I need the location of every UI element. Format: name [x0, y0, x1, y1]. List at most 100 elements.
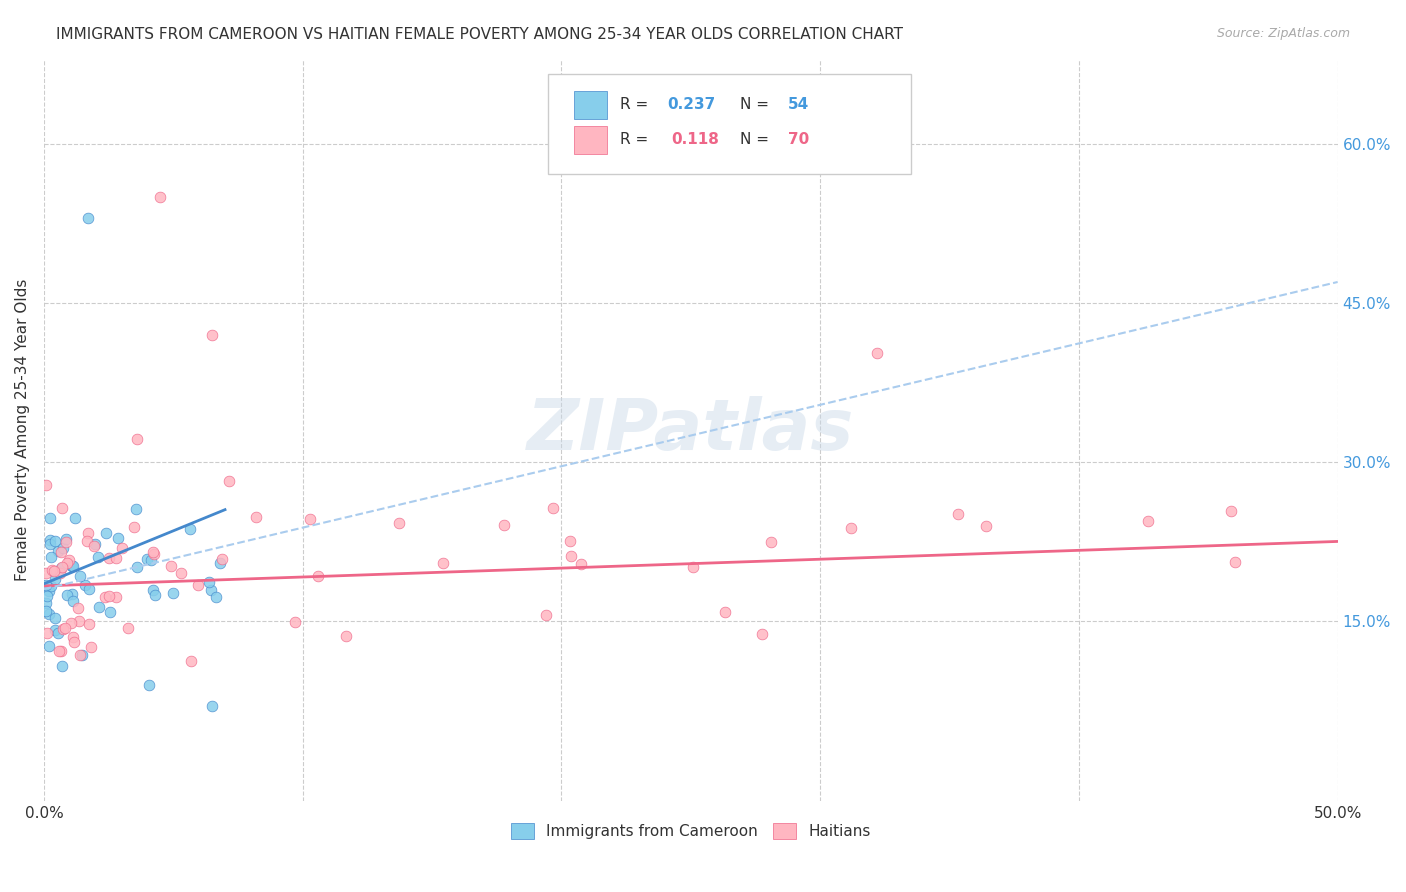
Point: [162, 585, 184, 599]
FancyBboxPatch shape: [548, 74, 911, 175]
Point: [51, 501, 73, 516]
Point: [60, 558, 83, 573]
Point: [56, 556, 79, 570]
Point: [170, 566, 193, 580]
Point: [105, 551, 128, 566]
Point: [432, 556, 454, 570]
Point: [77, 617, 100, 632]
Point: [48, 544, 70, 558]
Point: [35, 589, 58, 603]
Point: [751, 627, 773, 641]
Point: [125, 501, 148, 516]
Point: [299, 512, 322, 526]
Point: [143, 589, 166, 603]
Point: [62, 559, 84, 574]
Point: [49, 644, 72, 658]
Point: [41, 563, 63, 577]
Point: [200, 582, 222, 597]
Point: [70, 648, 93, 662]
Point: [1220, 503, 1243, 517]
Point: [51, 560, 73, 574]
Point: [39, 579, 62, 593]
Text: IMMIGRANTS FROM CAMEROON VS HAITIAN FEMALE POVERTY AMONG 25-34 YEAR OLDS CORRELA: IMMIGRANTS FROM CAMEROON VS HAITIAN FEMA…: [56, 27, 903, 42]
Point: [44, 611, 66, 625]
Point: [209, 556, 232, 570]
Point: [197, 574, 219, 589]
Point: [35, 578, 58, 592]
Point: [51, 561, 73, 575]
Point: [142, 545, 165, 559]
Point: [55, 532, 77, 546]
Point: [77, 526, 100, 541]
Point: [122, 520, 145, 534]
Point: [60, 587, 83, 601]
Point: [201, 327, 224, 342]
Point: [135, 551, 157, 566]
Point: [93, 590, 115, 604]
Text: 54: 54: [787, 97, 808, 112]
Point: [63, 511, 86, 525]
Point: [759, 535, 782, 549]
Point: [38, 607, 60, 621]
Point: [98, 605, 121, 619]
Point: [204, 590, 226, 604]
Point: [53, 621, 76, 635]
Point: [218, 474, 240, 488]
Point: [35, 566, 58, 580]
Point: [62, 630, 84, 644]
Point: [51, 545, 73, 559]
Point: [83, 540, 105, 554]
Point: [149, 190, 172, 204]
Point: [307, 568, 329, 582]
Point: [42, 564, 65, 578]
Text: Source: ZipAtlas.com: Source: ZipAtlas.com: [1216, 27, 1350, 40]
Point: [69, 648, 91, 662]
Bar: [574, 126, 606, 153]
Point: [560, 549, 582, 564]
Point: [946, 508, 969, 522]
Point: [107, 531, 129, 545]
Point: [541, 501, 564, 516]
Point: [35, 478, 58, 492]
Point: [211, 552, 233, 566]
Point: [49, 566, 72, 580]
Point: [111, 541, 134, 556]
Point: [44, 572, 66, 586]
Point: [66, 601, 89, 615]
Point: [37, 626, 59, 640]
Point: [117, 621, 139, 635]
Point: [180, 654, 202, 668]
Point: [492, 517, 515, 532]
Point: [97, 589, 120, 603]
Text: 0.118: 0.118: [671, 132, 720, 147]
Point: [62, 594, 84, 608]
Point: [245, 510, 267, 524]
Point: [46, 626, 69, 640]
Point: [67, 614, 90, 628]
Point: [77, 211, 100, 226]
Legend: Immigrants from Cameroon, Haitians: Immigrants from Cameroon, Haitians: [505, 817, 877, 845]
Point: [96, 525, 118, 540]
Point: [714, 605, 737, 619]
Point: [38, 639, 60, 653]
Point: [62, 558, 84, 573]
Point: [866, 346, 889, 360]
Point: [87, 549, 110, 564]
Point: [335, 629, 357, 643]
Point: [69, 569, 91, 583]
Point: [44, 623, 66, 637]
Point: [52, 541, 75, 555]
Point: [38, 584, 60, 599]
Point: [284, 615, 307, 629]
Point: [48, 644, 70, 658]
Text: 70: 70: [787, 132, 808, 147]
Point: [39, 550, 62, 565]
Point: [35, 604, 58, 618]
Point: [35, 596, 58, 610]
Point: [139, 552, 162, 566]
Point: [39, 533, 62, 547]
Point: [97, 551, 120, 566]
Point: [55, 534, 77, 549]
Point: [839, 521, 862, 535]
Point: [59, 615, 82, 630]
